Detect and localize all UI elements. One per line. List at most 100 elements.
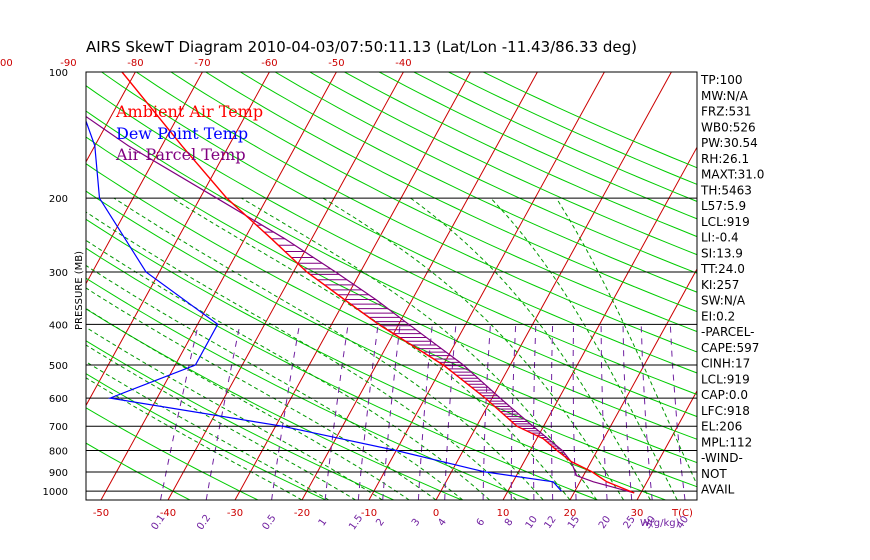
index-entry: TT:24.0 (700, 262, 745, 276)
moist-adiabat-line (171, 197, 571, 500)
top-temp-tick-label: -100 (0, 58, 13, 69)
index-entry: LI:-0.4 (701, 231, 739, 245)
index-entry: EL:206 (701, 420, 742, 434)
dry-adiabat-line (86, 407, 259, 500)
index-entry: CAP:0.0 (701, 388, 748, 402)
mixing-ratio-line (357, 324, 379, 500)
dry-adiabat-line (86, 136, 697, 440)
bottom-temp-tick-label: -50 (93, 508, 109, 519)
mixing-ratio-tick-label: 3 (410, 517, 423, 529)
index-entry: MW:N/A (701, 89, 749, 103)
mixing-ratio-line (640, 324, 653, 500)
isotherm-line (636, 389, 697, 500)
isotherm-line (771, 72, 870, 500)
top-temp-tick-label: -40 (395, 58, 411, 69)
mixing-ratio-tick-label: 20 (597, 514, 613, 531)
moist-adiabat-line (86, 239, 490, 500)
mixing-ratio-line (669, 324, 686, 500)
mixing-ratio-line (550, 324, 554, 500)
isotherm-line (0, 72, 1, 500)
dry-adiabat-line (86, 277, 530, 500)
dry-adiabat-line (170, 72, 697, 333)
top-temp-tick-label: -60 (261, 58, 277, 69)
index-entry: WB0:526 (701, 120, 756, 134)
dry-adiabat-line (136, 72, 697, 353)
dry-adiabat-line (86, 308, 462, 500)
mixing-ratio-tick-label: 6 (475, 517, 488, 529)
mixing-ratio-tick-label: 1 (317, 517, 330, 529)
mixing-ratio-tick-label: 8 (503, 517, 516, 529)
moist-adiabat-line (410, 197, 651, 500)
pressure-tick-label: 500 (49, 361, 68, 372)
isotherm-line (435, 72, 672, 500)
isotherm-line (167, 72, 404, 500)
index-entry: KI:257 (701, 278, 739, 292)
index-entry: AVAIL (701, 483, 735, 497)
index-entry: TH:5463 (700, 183, 752, 197)
dry-adiabat-line (205, 72, 697, 313)
top-temp-tick-label: -90 (60, 58, 76, 69)
ambient-series (121, 72, 635, 494)
legend: Ambient Air Temp Dew Point Temp Air Parc… (115, 102, 263, 164)
pressure-tick-label: 300 (49, 268, 68, 279)
pressure-tick-label: 100 (49, 68, 68, 79)
mixing-ratio-line (271, 324, 300, 500)
index-entry: CAPE:597 (701, 341, 759, 355)
mixing-ratio-line (532, 324, 537, 500)
isotherm-line (100, 72, 337, 500)
pressure-tick-label: 800 (49, 447, 68, 458)
index-entry: RH:26.1 (701, 152, 749, 166)
bottom-temp-tick-label: 20 (564, 508, 577, 519)
chart-title: AIRS SkewT Diagram 2010-04-03/07:50:11.1… (86, 38, 637, 56)
dry-adiabat-line (86, 190, 697, 488)
mixing-ratio-line (600, 324, 608, 500)
parcel-series (86, 115, 635, 494)
moist-adiabat-line (86, 326, 383, 500)
index-entry: SW:N/A (701, 294, 746, 308)
dry-adiabat-line (413, 72, 697, 202)
dry-adiabat-line (378, 72, 697, 220)
dry-adiabat-line (86, 373, 327, 500)
dry-adiabat-line (483, 72, 697, 169)
mixing-ratio-tick-label: 10 (524, 514, 540, 531)
dry-adiabat-line (86, 247, 598, 500)
dry-adiabat-line (274, 72, 697, 274)
index-entry: FRZ:531 (701, 105, 751, 119)
dry-adiabat-line (86, 85, 697, 395)
mixing-ratio-tick-label: 0.2 (195, 513, 213, 532)
pressure-tick-label: 900 (49, 468, 68, 479)
legend-air-parcel-temp: Air Parcel Temp (115, 145, 246, 164)
bottom-temp-tick-label: -40 (160, 508, 176, 519)
index-entry: EI:0.2 (701, 309, 735, 323)
index-entry: -WIND- (701, 451, 743, 465)
legend-dew-point-temp: Dew Point Temp (116, 124, 248, 143)
isotherm-line (86, 72, 136, 163)
dry-adiabat-line (86, 110, 697, 418)
isotherm-line (838, 72, 870, 500)
dry-adiabat-line (448, 72, 697, 185)
moist-adiabat-line (241, 197, 598, 500)
bottom-temp-tick-label: -20 (294, 508, 310, 519)
bottom-temp-tick-label: 0 (433, 508, 439, 519)
top-temp-tick-label: -70 (194, 58, 210, 69)
mixing-ratio-tick-label: 4 (436, 517, 449, 529)
bottom-temp-tick-label: 10 (497, 508, 510, 519)
pressure-tick-label: 600 (49, 394, 68, 405)
pressure-tick-label: 200 (49, 194, 68, 205)
dry-adiabat-line (86, 163, 697, 464)
index-entry: PW:30.54 (701, 136, 758, 150)
moist-adiabat-line (490, 197, 678, 500)
y-axis-label: PRESSURE (MB) (74, 251, 85, 330)
index-entry: LFC:918 (701, 404, 750, 418)
index-entry: TP:100 (700, 73, 743, 87)
isotherm-line (234, 72, 471, 500)
dewpoint-series (86, 119, 562, 492)
moist-adiabat-line (322, 197, 625, 500)
mixing-ratio-tick-label: 2 (374, 517, 387, 529)
top-temp-tick-label: -80 (127, 58, 143, 69)
bottom-temp-tick-label: 30 (631, 508, 644, 519)
index-entry: LCL:919 (701, 215, 750, 229)
mixing-ratio-tick-label: 0.5 (260, 513, 278, 532)
moist-adiabat-line (113, 197, 544, 500)
